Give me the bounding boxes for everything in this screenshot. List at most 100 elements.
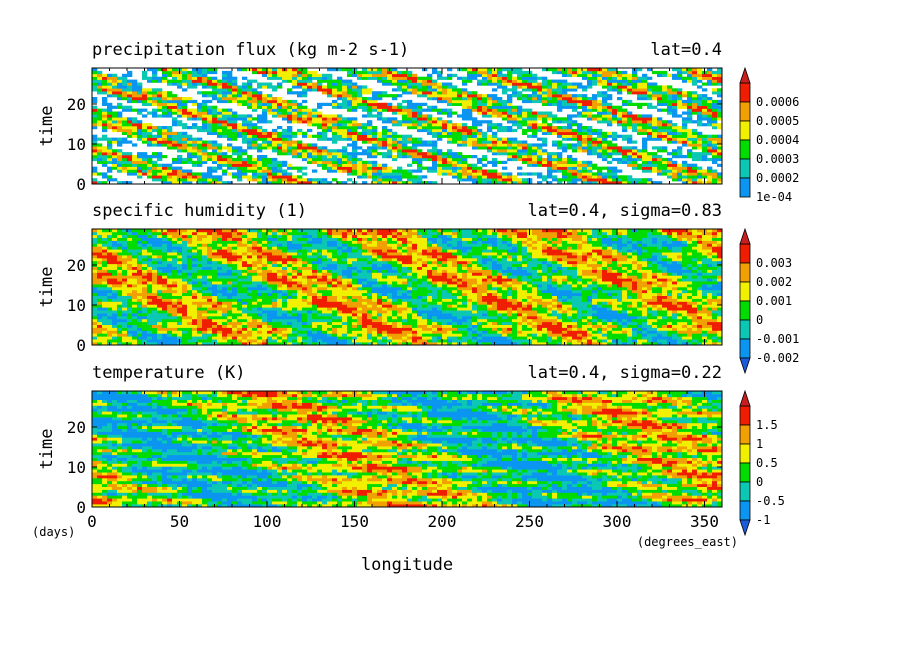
heatmap-cell — [702, 333, 708, 337]
heatmap-cell — [457, 91, 463, 95]
heatmap-cell — [117, 157, 123, 162]
heatmap-cell — [657, 146, 663, 150]
heatmap-cell — [207, 324, 213, 328]
heatmap-cell — [232, 114, 238, 118]
heatmap-cell — [557, 99, 563, 104]
heatmap-cell — [442, 99, 448, 104]
heatmap-cell — [502, 172, 508, 176]
heatmap-cell — [277, 316, 283, 320]
heatmap-cell — [137, 172, 143, 176]
heatmap-cell — [422, 108, 428, 112]
heatmap-cell — [582, 166, 588, 170]
heatmap-cell — [332, 94, 338, 98]
heatmap-cell — [407, 111, 413, 115]
heatmap-cell — [437, 94, 443, 98]
heatmap-cell — [347, 68, 353, 72]
heatmap-cell — [407, 327, 413, 331]
heatmap-cell — [157, 155, 163, 159]
heatmap-cell — [122, 321, 128, 325]
heatmap-cell — [342, 79, 348, 83]
heatmap-cell — [447, 155, 453, 159]
heatmap-cell — [382, 76, 388, 80]
heatmap-cell — [162, 143, 168, 147]
heatmap-cell — [337, 126, 343, 130]
heatmap-cell — [627, 339, 633, 343]
heatmap-cell — [537, 336, 543, 340]
heatmap-cell — [692, 97, 698, 101]
heatmap-cell — [427, 339, 433, 343]
heatmap-cell — [442, 169, 448, 173]
heatmap-cell — [662, 166, 668, 170]
heatmap-cell — [232, 316, 238, 320]
heatmap-cell — [617, 123, 623, 127]
heatmap-cell — [707, 137, 713, 141]
heatmap-cell — [672, 169, 678, 173]
heatmap-cell — [167, 175, 173, 179]
heatmap-cell — [167, 172, 173, 176]
heatmap-cell — [272, 163, 278, 167]
heatmap-cell — [572, 160, 578, 164]
heatmap-cell — [402, 324, 408, 328]
heatmap-cell — [507, 321, 513, 325]
heatmap-cell — [677, 327, 683, 331]
heatmap-cell — [152, 140, 158, 144]
heatmap-cell — [442, 324, 448, 328]
heatmap-cell — [627, 336, 633, 340]
heatmap-cell — [287, 99, 293, 104]
heatmap-cell — [352, 316, 358, 320]
heatmap-cell — [267, 76, 273, 80]
heatmap-cell — [472, 134, 478, 138]
heatmap-cell — [562, 102, 568, 106]
heatmap-cell — [277, 134, 283, 138]
heatmap-cell — [317, 82, 323, 86]
heatmap-cell — [277, 102, 283, 106]
heatmap-cell — [507, 73, 513, 77]
heatmap-cell — [162, 126, 168, 130]
heatmap-cell — [242, 321, 248, 325]
heatmap-cell — [302, 146, 308, 150]
heatmap-cell — [252, 79, 258, 83]
heatmap-cell — [717, 152, 723, 156]
heatmap-cell — [497, 336, 503, 340]
heatmap-cell — [497, 105, 503, 109]
heatmap-cell — [302, 114, 308, 118]
heatmap-cell — [222, 108, 228, 112]
heatmap-cell — [227, 324, 233, 328]
heatmap-cell — [652, 117, 658, 121]
heatmap-cell — [677, 88, 683, 92]
heatmap-cell — [607, 68, 613, 72]
heatmap-cell — [702, 324, 708, 328]
heatmap-cell — [482, 175, 488, 179]
heatmap-cell — [202, 82, 208, 86]
heatmap-cell — [317, 114, 323, 118]
heatmap-cell — [467, 114, 473, 118]
heatmap-cell — [392, 146, 398, 150]
heatmap-cell — [457, 175, 463, 179]
heatmap-cell — [482, 181, 488, 185]
heatmap-cell — [647, 178, 653, 182]
heatmap-cell — [602, 333, 608, 337]
heatmap-cell — [412, 111, 418, 115]
heatmap-cell — [527, 149, 533, 153]
heatmap-cell — [592, 172, 598, 176]
heatmap-cell — [442, 128, 448, 133]
heatmap-cell — [462, 102, 468, 106]
heatmap-cell — [657, 128, 663, 133]
heatmap-cell — [142, 91, 148, 95]
heatmap-cell — [437, 91, 443, 95]
heatmap-cell — [692, 181, 698, 185]
heatmap-cell — [477, 120, 483, 124]
heatmap-cell — [657, 85, 663, 89]
heatmap-cell — [452, 342, 458, 346]
heatmap-cell — [157, 140, 163, 144]
heatmap-cell — [532, 155, 538, 159]
heatmap-cell — [147, 169, 153, 173]
heatmap-cell — [632, 166, 638, 170]
heatmap-cell — [282, 143, 288, 147]
heatmap-cell — [637, 88, 643, 92]
heatmap-cell — [347, 126, 353, 130]
heatmap-cell — [277, 131, 283, 135]
heatmap-cell — [112, 128, 118, 133]
heatmap-cell — [187, 82, 193, 86]
heatmap-cell — [497, 342, 503, 346]
